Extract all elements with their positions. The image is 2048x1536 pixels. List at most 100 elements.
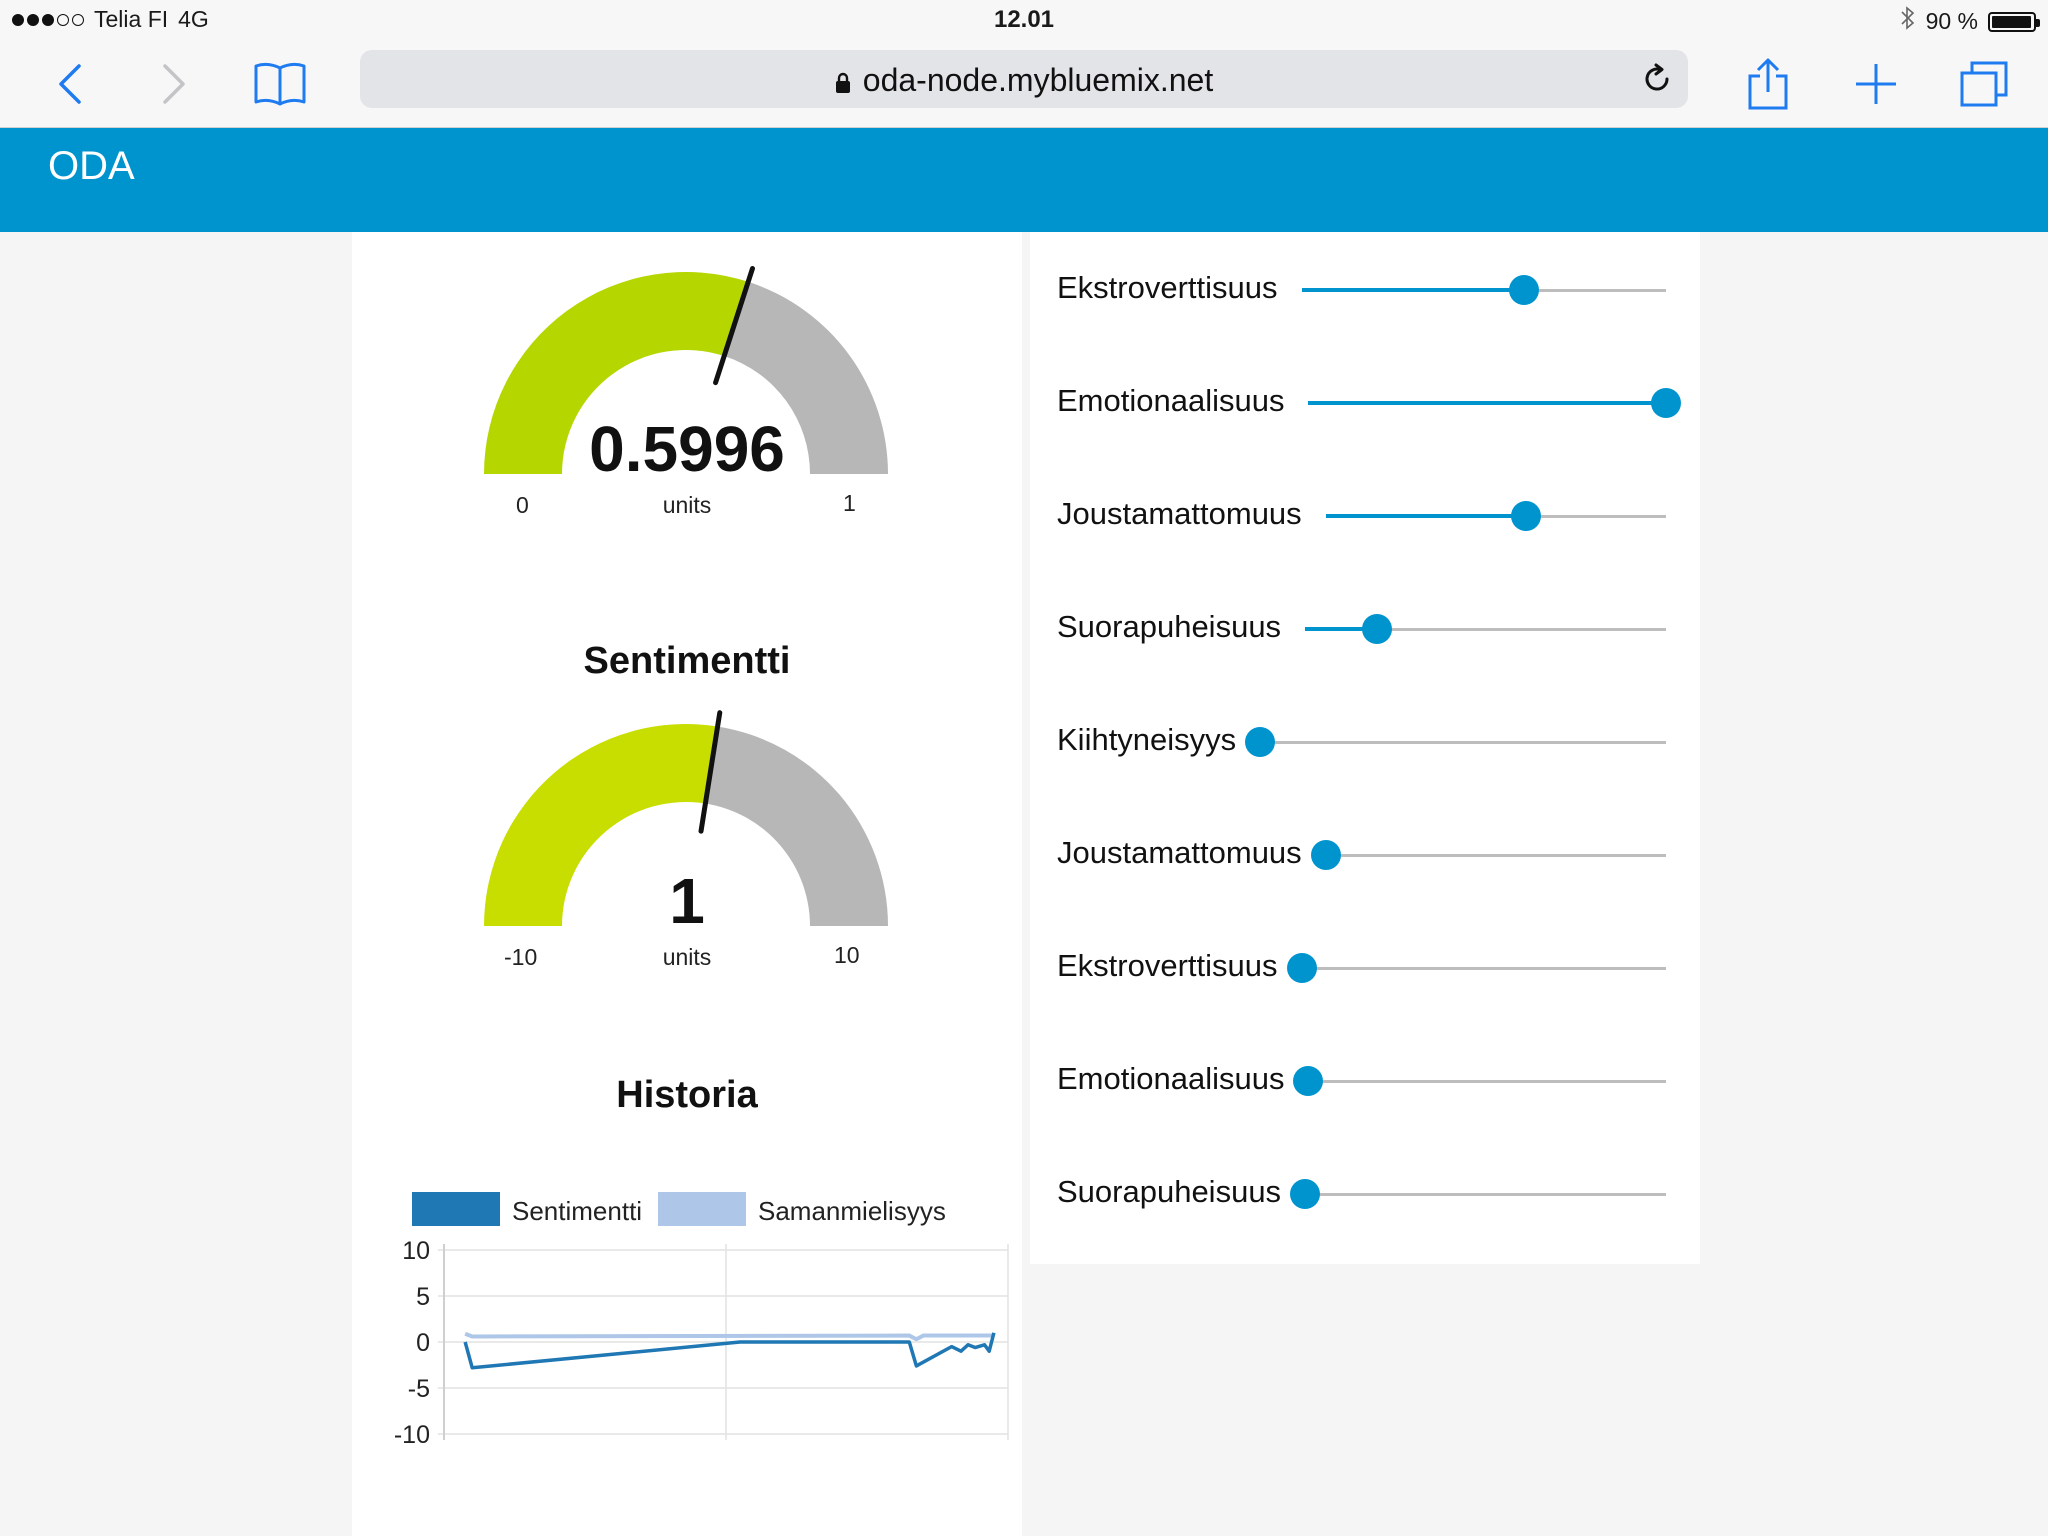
gauge-1: 0.5996 0 units 1 (352, 232, 1022, 532)
slider-track[interactable] (1305, 628, 1666, 631)
slider-track[interactable] (1325, 854, 1666, 857)
slider-row: Suorapuheisuus (1030, 599, 1700, 659)
slider-fill (1301, 288, 1524, 292)
url-display: oda-node.mybluemix.net (360, 62, 1688, 99)
slider-row: Kiihtyneisyys (1030, 712, 1700, 772)
gauges-card: 0.5996 0 units 1 Sentimentti 1 -10 units… (352, 232, 1022, 1536)
slider-fill (1305, 627, 1378, 631)
plus-icon (1856, 64, 1896, 104)
slider-label: Emotionaalisuus (1057, 1061, 1285, 1096)
slider-fill (1308, 401, 1666, 405)
gauge-2: 1 -10 units 10 (352, 684, 1022, 984)
slider-fill (1325, 514, 1527, 518)
slider-label: Joustamattomuus (1057, 496, 1302, 531)
slider-label: Ekstroverttisuus (1057, 270, 1278, 305)
slider-label: Kiihtyneisyys (1057, 722, 1237, 757)
status-bar: Telia FI 4G 12.01 90 % (0, 0, 2048, 40)
battery-icon (1988, 11, 2040, 32)
gauge-1-units: units (662, 492, 712, 518)
slider-row: Joustamattomuus (1030, 486, 1700, 546)
status-right: 90 % (1900, 6, 2040, 37)
back-button[interactable] (40, 54, 100, 114)
slider-row: Ekstroverttisuus (1030, 260, 1700, 320)
gauge-2-max: 10 (834, 942, 860, 968)
gauge-1-dial (484, 265, 888, 474)
slider-label: Joustamattomuus (1057, 835, 1302, 870)
chevron-right-icon (163, 64, 185, 104)
slider-row: Ekstroverttisuus (1030, 938, 1700, 998)
network-label: 4G (178, 6, 209, 32)
reload-icon (1645, 63, 1669, 91)
gauge-1-track (724, 281, 888, 474)
legend-label-1: Sentimentti (512, 1196, 642, 1226)
slider-label: Ekstroverttisuus (1057, 948, 1278, 983)
gauge-1-min: 0 (516, 492, 529, 518)
address-bar[interactable]: oda-node.mybluemix.net (360, 50, 1688, 108)
legend-swatch-1 (412, 1192, 500, 1226)
status-left: Telia FI 4G (12, 6, 209, 33)
y-tick-label: 0 (416, 1329, 430, 1357)
gauge-2-needle (698, 710, 723, 834)
slider-thumb[interactable] (1310, 840, 1341, 870)
gauge-1-needle (713, 265, 755, 386)
slider-row: Suorapuheisuus (1030, 1164, 1700, 1224)
slider-thumb[interactable] (1293, 1066, 1324, 1096)
clock: 12.01 (993, 6, 1055, 33)
forward-button[interactable] (144, 54, 204, 114)
gauge-2-title: Sentimentti (583, 640, 791, 682)
slider-track[interactable] (1308, 1080, 1666, 1083)
slider-row: Emotionaalisuus (1030, 1051, 1700, 1111)
slider-track[interactable] (1301, 967, 1666, 970)
tabs-button[interactable] (1954, 54, 2014, 114)
slider-thumb[interactable] (1362, 614, 1393, 644)
tabs-icon (1960, 61, 2008, 107)
slider-thumb[interactable] (1245, 727, 1276, 757)
history-chart: SentimenttiSamanmielisyys1050-5-1010:02:… (394, 1192, 1009, 1449)
slider-row: Emotionaalisuus (1030, 373, 1700, 433)
gauge-2-track (705, 726, 888, 926)
share-button[interactable] (1738, 54, 1798, 114)
legend-label-2: Samanmielisyys (758, 1196, 946, 1226)
gauge-1-value: 0.5996 (589, 413, 785, 485)
y-tick-label: -10 (394, 1421, 430, 1449)
bluetooth-icon (1900, 6, 1916, 37)
reload-button[interactable] (1640, 62, 1674, 101)
history-title: Historia (616, 1074, 758, 1116)
gauge-2-value: 1 (669, 865, 705, 937)
browser-toolbar: oda-node.mybluemix.net (0, 40, 2048, 128)
gauge-1-max: 1 (843, 490, 856, 516)
slider-thumb[interactable] (1511, 501, 1542, 531)
legend-swatch-2 (658, 1192, 746, 1226)
series-line-1 (463, 1332, 996, 1370)
slider-label: Emotionaalisuus (1057, 383, 1285, 418)
app-title: ODA (48, 144, 135, 188)
signal-strength-icon (12, 13, 84, 26)
slider-thumb[interactable] (1286, 953, 1317, 983)
carrier-label: Telia FI (94, 6, 169, 32)
sliders-card: Ekstroverttisuus Emotionaalisuus Joustamat… (1030, 232, 1700, 1264)
app-header: ODA (0, 128, 2048, 232)
slider-row: Joustamattomuus (1030, 825, 1700, 885)
slider-track[interactable] (1305, 1193, 1666, 1196)
new-tab-button[interactable] (1846, 54, 1906, 114)
y-tick-label: 10 (402, 1237, 430, 1265)
y-tick-label: -5 (408, 1375, 430, 1403)
slider-thumb[interactable] (1651, 388, 1681, 418)
share-icon (1748, 58, 1788, 110)
slider-track[interactable] (1260, 741, 1666, 744)
chevron-left-icon (59, 64, 81, 104)
battery-percent: 90 % (1925, 8, 1978, 34)
slider-thumb[interactable] (1508, 275, 1539, 305)
slider-thumb[interactable] (1290, 1179, 1321, 1209)
url-text: oda-node.mybluemix.net (862, 62, 1214, 98)
series-line-2 (464, 1331, 994, 1342)
gauge-2-dial (484, 710, 888, 926)
slider-label: Suorapuheisuus (1057, 1174, 1282, 1209)
slider-label: Suorapuheisuus (1057, 609, 1282, 644)
lock-icon (835, 72, 850, 93)
gauge-1-fill (484, 272, 749, 474)
gauge-2-fill (484, 724, 718, 926)
y-tick-label: 5 (416, 1283, 430, 1311)
bookmarks-button[interactable] (250, 54, 310, 114)
gauge-2-units: units (662, 944, 712, 970)
